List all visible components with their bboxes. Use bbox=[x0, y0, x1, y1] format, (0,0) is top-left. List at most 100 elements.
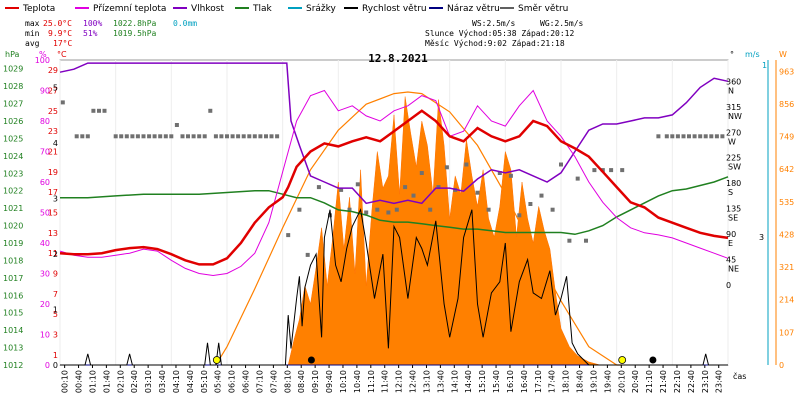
stat-max-press: 1022.8hPa bbox=[113, 19, 157, 28]
x-tick-label: 15:10 bbox=[478, 370, 487, 393]
wind-direction-point bbox=[664, 134, 669, 139]
wind-direction-point bbox=[247, 134, 252, 139]
wind-direction-point bbox=[386, 210, 391, 215]
dir-name-tick: SW bbox=[728, 163, 741, 172]
x-tick-label: 00:40 bbox=[75, 370, 84, 393]
wind-direction-point bbox=[364, 210, 369, 215]
wind-direction-point bbox=[197, 134, 202, 139]
hpa-tick: 1020 bbox=[3, 222, 23, 231]
wind-direction-point bbox=[202, 134, 207, 139]
stat-min-label: min bbox=[25, 29, 40, 38]
dir-deg-tick: 270 bbox=[726, 128, 741, 137]
ms-left-tick: 4 bbox=[53, 139, 58, 148]
x-tick-label: 04:40 bbox=[186, 370, 195, 393]
x-tick-label: 09:40 bbox=[325, 370, 334, 393]
c-tick: 5 bbox=[53, 310, 58, 319]
ms-left-tick: 5 bbox=[53, 84, 58, 93]
legend-label-6: Náraz větru bbox=[447, 4, 500, 14]
axes: 00:10 00:40 01:10 01:40 02:10 02:40 03:10 03:40… bbox=[3, 50, 794, 393]
pct-tick: 20 bbox=[40, 300, 50, 309]
legend-label-3: Tlak bbox=[252, 4, 273, 14]
wind-direction-point bbox=[698, 134, 703, 139]
stats-panel: max 25.0°C 100% 1022.8hPa 0.0mm min 9.9°C 51% 10… bbox=[25, 19, 584, 48]
x-tick-label: 12:10 bbox=[395, 370, 404, 393]
wind-direction-point bbox=[714, 134, 719, 139]
wind-direction-point bbox=[675, 134, 680, 139]
hpa-tick: 1023 bbox=[3, 169, 23, 178]
x-tick-label: 08:40 bbox=[297, 370, 306, 393]
pct-tick: 60 bbox=[40, 178, 50, 187]
pct-tick: 70 bbox=[40, 148, 50, 157]
wind-direction-point bbox=[584, 238, 588, 243]
stat-avg-temp: 17°C bbox=[53, 39, 72, 48]
hpa-tick: 1014 bbox=[3, 326, 23, 335]
w-tick: 749 bbox=[779, 133, 794, 142]
x-tick-label: 19:40 bbox=[603, 370, 612, 393]
x-axis-label: čas bbox=[733, 371, 746, 381]
wind-direction-point bbox=[436, 185, 441, 190]
x-tick-label: 05:40 bbox=[214, 370, 223, 393]
stat-moon: Měsíc Východ:9:02 Západ:21:18 bbox=[425, 39, 565, 48]
wind-direction-point bbox=[269, 134, 274, 139]
legend: Teplota Přízemní teplota Vlhkost Tlak Srážky… bbox=[5, 4, 568, 14]
wind-direction-point bbox=[592, 168, 597, 173]
x-tick-label: 03:10 bbox=[144, 370, 153, 393]
wind-direction-point bbox=[464, 162, 469, 167]
dir-deg-tick: 135 bbox=[726, 205, 741, 214]
wind-direction-point bbox=[241, 134, 246, 139]
x-tick-label: 10:40 bbox=[353, 370, 362, 393]
x-tick-label: 07:40 bbox=[269, 370, 278, 393]
wind-direction-point bbox=[275, 134, 280, 139]
hpa-tick: 1019 bbox=[3, 239, 23, 248]
wind-direction-point bbox=[230, 134, 235, 139]
stat-min-press: 1019.5hPa bbox=[113, 29, 157, 38]
c-tick: 11 bbox=[48, 249, 58, 258]
x-tick-label: 22:10 bbox=[673, 370, 682, 393]
dir-deg-tick: 45 bbox=[726, 255, 736, 264]
dir-deg-tick: 0 bbox=[726, 281, 731, 290]
x-tick-label: 09:10 bbox=[311, 370, 320, 393]
hpa-tick: 1021 bbox=[3, 204, 23, 213]
hpa-tick: 1016 bbox=[3, 291, 23, 300]
series-pressure bbox=[60, 176, 729, 236]
x-tick-label: 13:10 bbox=[423, 370, 432, 393]
hpa-tick: 1026 bbox=[3, 117, 23, 126]
x-tick-label: 14:40 bbox=[464, 370, 473, 393]
stat-max-rain: 0.0mm bbox=[173, 19, 197, 28]
wind-direction-point bbox=[497, 171, 502, 175]
series-humidity bbox=[59, 62, 729, 205]
wind-direction-point bbox=[264, 134, 268, 139]
stat-min-hum: 51% bbox=[83, 29, 98, 38]
wind-direction-point bbox=[687, 134, 691, 139]
pct-tick: 50 bbox=[40, 209, 50, 218]
x-tick-label: 15:40 bbox=[492, 370, 501, 393]
w-tick: 642 bbox=[779, 165, 794, 174]
wind-direction-point bbox=[225, 134, 229, 139]
stat-sun: Slunce Východ:05:38 Západ:20:12 bbox=[425, 29, 574, 38]
x-tick-label: 20:10 bbox=[617, 370, 626, 393]
legend-label-1: Přízemní teplota bbox=[93, 4, 166, 14]
x-tick-label: 23:40 bbox=[715, 370, 724, 393]
wind-direction-point bbox=[141, 134, 146, 139]
moon-event-marker-0 bbox=[307, 356, 315, 364]
sun-event-marker-0 bbox=[212, 356, 221, 364]
wind-direction-point bbox=[444, 165, 449, 170]
x-tick-label: 10:10 bbox=[339, 370, 348, 393]
c-axis-title: °C bbox=[57, 50, 67, 59]
hpa-tick: 1024 bbox=[3, 152, 23, 161]
w-tick: 214 bbox=[779, 296, 794, 305]
x-tick-label: 05:10 bbox=[200, 370, 209, 393]
legend-label-4: Srážky bbox=[306, 4, 337, 14]
wind-direction-point bbox=[152, 134, 157, 139]
hpa-tick: 1028 bbox=[3, 82, 23, 91]
ms-right-tick: 3 bbox=[759, 233, 764, 242]
c-tick: 23 bbox=[48, 127, 58, 136]
c-tick: 25 bbox=[48, 107, 58, 116]
wind-direction-point bbox=[347, 207, 352, 212]
wind-direction-point bbox=[419, 171, 424, 175]
ms-left-tick: 2 bbox=[53, 250, 58, 259]
w-tick: 0 bbox=[779, 361, 784, 370]
dir-name-tick: NE bbox=[728, 264, 739, 273]
wind-direction-point bbox=[124, 134, 129, 139]
dir-name-tick: E bbox=[728, 239, 733, 248]
